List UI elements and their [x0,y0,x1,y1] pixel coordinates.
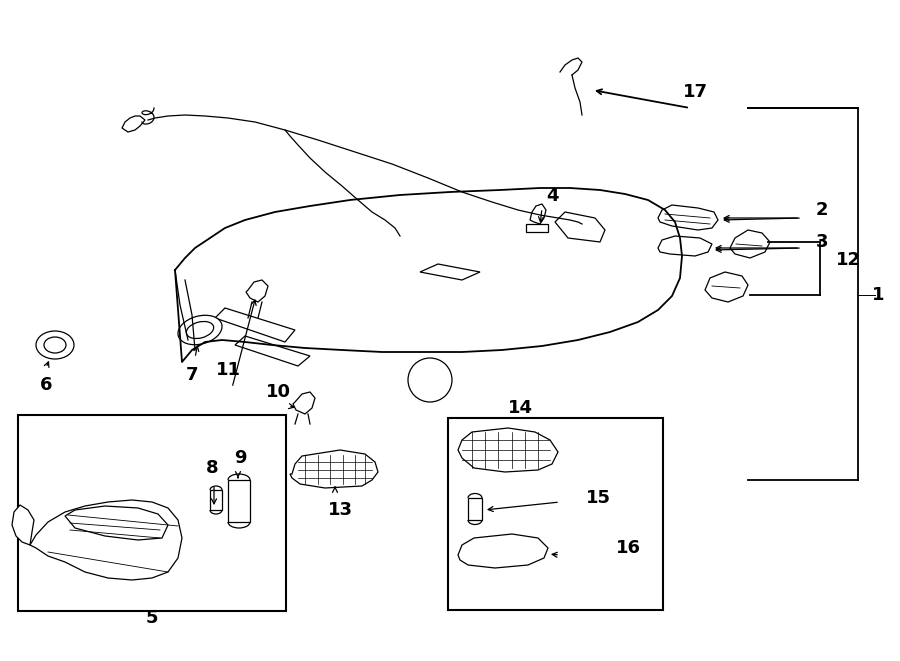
Polygon shape [530,204,546,224]
Polygon shape [235,336,310,366]
Polygon shape [458,534,548,568]
Text: 6: 6 [40,376,52,394]
Bar [448,418,663,610]
Polygon shape [705,272,748,302]
Text: 4: 4 [545,187,558,205]
Polygon shape [458,428,558,472]
Polygon shape [65,506,168,540]
Text: 8: 8 [206,459,219,477]
Ellipse shape [36,331,74,359]
Text: 11: 11 [215,361,240,379]
Polygon shape [290,450,378,488]
Polygon shape [555,212,605,242]
Polygon shape [210,490,222,510]
Text: 13: 13 [328,501,353,519]
Ellipse shape [44,337,66,353]
Text: 5: 5 [146,609,158,627]
Polygon shape [12,505,34,545]
Text: 16: 16 [616,539,641,557]
Polygon shape [658,205,718,230]
Text: 7: 7 [185,366,198,384]
Polygon shape [658,236,712,256]
Text: 9: 9 [234,449,247,467]
Text: 14: 14 [508,399,533,417]
Bar [18,415,286,611]
Polygon shape [228,480,250,522]
Text: 3: 3 [815,233,828,251]
Polygon shape [526,224,548,232]
Text: 12: 12 [835,251,860,269]
Text: 1: 1 [872,286,884,304]
Polygon shape [468,498,482,520]
Polygon shape [30,500,182,580]
Polygon shape [246,280,268,302]
Text: 17: 17 [682,83,707,101]
Text: 2: 2 [815,201,828,219]
Text: 10: 10 [266,383,291,401]
Polygon shape [122,116,145,132]
Polygon shape [215,308,295,342]
Polygon shape [420,264,480,280]
Polygon shape [730,230,770,258]
Ellipse shape [186,321,213,338]
Polygon shape [293,392,315,414]
Ellipse shape [178,315,222,345]
Text: 15: 15 [586,489,610,507]
